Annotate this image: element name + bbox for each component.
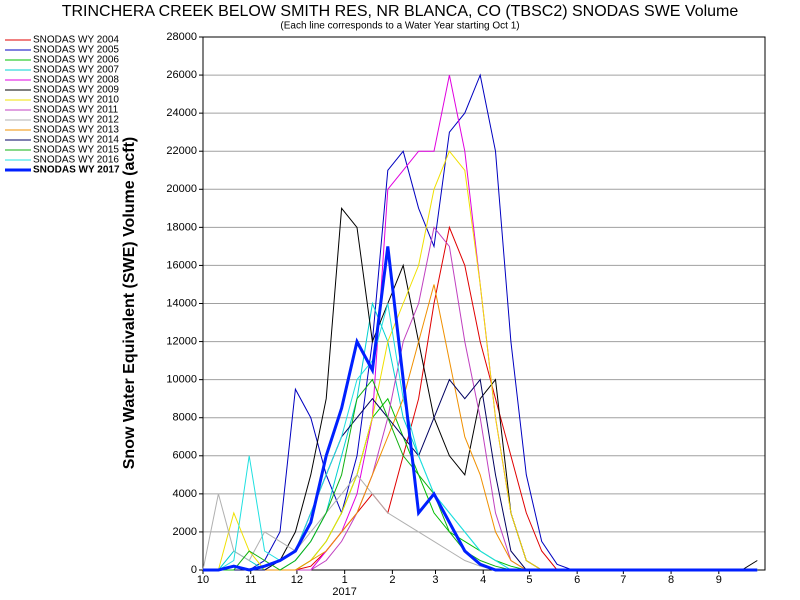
y-tick-label: 6000 [173,450,197,462]
y-axis-label: Snow Water Equivalent (SWE) Volume (acft… [121,137,138,469]
legend-label: SNODAS WY 2011 [33,105,119,116]
series-line [203,246,758,572]
y-tick-label: 12000 [166,335,197,347]
y-tick-label: 24000 [166,107,197,119]
x-annotation: 2017 [332,586,356,598]
y-tick-label: 8000 [173,412,197,424]
y-tick-label: 22000 [166,145,197,157]
legend-label: SNODAS WY 2015 [33,145,119,156]
legend-label: SNODAS WY 2017 [33,165,120,176]
y-tick-label: 14000 [166,297,197,309]
chart-subtitle: (Each line corresponds to a Water Year s… [280,21,519,32]
x-tick-label: 3 [432,574,438,586]
x-tick-label: 4 [480,574,486,586]
y-tick-label: 26000 [166,69,197,81]
legend-label: SNODAS WY 2014 [33,135,119,146]
y-tick-label: 20000 [166,183,197,195]
legend-label: SNODAS WY 2005 [33,45,119,56]
x-tick-label: 12 [291,574,303,586]
x-tick-label: 5 [526,574,532,586]
y-tick-label: 4000 [173,488,197,500]
legend-label: SNODAS WY 2004 [33,35,119,46]
plot-frame [202,36,766,571]
y-tick-label: 0 [191,564,197,576]
chart-title: TRINCHERA CREEK BELOW SMITH RES, NR BLAN… [62,3,739,20]
x-tick-label: 6 [574,574,580,586]
x-tick-label: 9 [716,574,722,586]
x-tick-label: 2 [389,574,395,586]
legend-label: SNODAS WY 2016 [33,155,119,166]
legend-label: SNODAS WY 2009 [33,85,119,96]
legend-label: SNODAS WY 2008 [33,75,119,86]
y-tick-label: 28000 [166,31,197,43]
legend-label: SNODAS WY 2012 [33,115,119,126]
x-tick-label: 10 [197,574,209,586]
legend-label: SNODAS WY 2010 [33,95,119,106]
x-tick-label: 11 [245,574,256,586]
x-tick-label: 1 [342,574,348,586]
x-tick-label: 7 [620,574,626,586]
legend-label: SNODAS WY 2007 [33,65,119,76]
y-tick-label: 18000 [166,221,197,233]
y-tick-label: 10000 [166,374,197,386]
x-tick-label: 8 [668,574,674,586]
legend-label: SNODAS WY 2006 [33,55,119,66]
legend-label: SNODAS WY 2013 [33,125,119,136]
y-tick-label: 2000 [173,526,197,538]
y-tick-label: 16000 [166,259,197,271]
